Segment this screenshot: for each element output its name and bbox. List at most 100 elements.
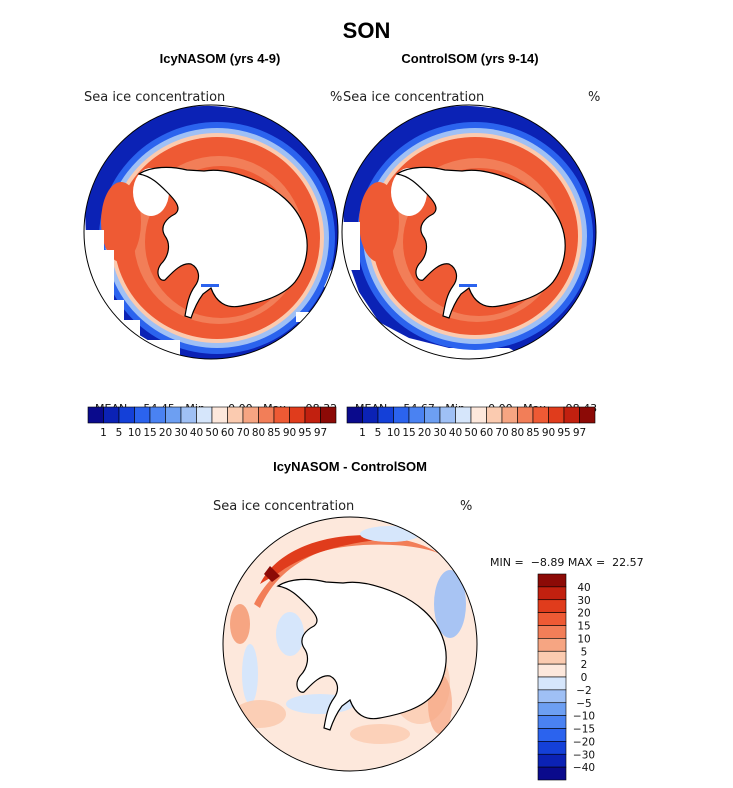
colorbar-diff-tick-label: 5 (581, 646, 588, 658)
colorbar-diff-swatch (537, 573, 567, 588)
colorbar-diff-swatch (537, 689, 567, 704)
colorbar-2-swatch (532, 406, 549, 424)
colorbar-1-swatch (304, 406, 321, 424)
colorbar-2-tick-label: 60 (480, 427, 493, 439)
colorbar-2-swatch (486, 406, 503, 424)
colorbar-diff-swatch (537, 702, 567, 716)
colorbar-1-tick-label: 97 (314, 427, 327, 439)
colorbar-1-tick-label: 80 (252, 427, 265, 439)
colorbar-diff-tick-label: 40 (577, 582, 590, 594)
colorbar-diff-swatch (537, 625, 567, 639)
panel-2-unit-label: % (588, 90, 601, 105)
colorbar-diff-tick-label: 15 (577, 621, 590, 633)
colorbar-diff-swatch (537, 676, 567, 691)
colorbar-2-tick-label: 10 (387, 427, 400, 439)
colorbar-diff-swatch (537, 728, 567, 742)
colorbar-1-swatch (134, 406, 151, 424)
colorbar-diff-swatch (537, 766, 567, 781)
colorbar-1-swatch (320, 406, 337, 424)
colorbar-1-tick-label: 85 (267, 427, 280, 439)
colorbar-2-swatch (424, 406, 441, 424)
max-label: MAX = (567, 556, 606, 569)
colorbar-1-tick-label: 70 (236, 427, 249, 439)
colorbar-2-swatch (548, 406, 565, 424)
panel-2-variable-label: Sea ice concentration (343, 90, 485, 105)
colorbar-2-tick-label: 85 (526, 427, 539, 439)
max-value: 22.57 (612, 556, 644, 569)
colorbar-diff-tick-label: 10 (577, 633, 590, 645)
colorbar-1-swatch (103, 406, 120, 424)
colorbar-2-tick-label: 97 (573, 427, 586, 439)
colorbar-2: 1 5 10 15 20 30 40 50 60 70 80 85 90 95 97 (346, 406, 596, 439)
colorbar-diff-swatch (537, 753, 567, 768)
colorbar-1-tick-label: 1 (100, 427, 107, 439)
colorbar-diff-swatch (537, 612, 567, 626)
map-panel-1 (83, 104, 339, 360)
colorbar-diff-tick-label: 2 (581, 659, 588, 671)
colorbar-diff-swatch (537, 741, 567, 755)
colorbar-2-swatch (517, 406, 534, 424)
colorbar-1-swatch (149, 406, 166, 424)
figure-title: SON (342, 18, 391, 43)
colorbar-diff-swatch (537, 650, 567, 665)
colorbar-1-tick-label: 95 (298, 427, 311, 439)
map-panel-3 (222, 516, 478, 772)
panel-1-variable-label: Sea ice concentration (84, 90, 226, 105)
colorbar-2-tick-label: 20 (418, 427, 431, 439)
colorbar-1-swatch (211, 406, 228, 424)
min-value: −8.89 (530, 556, 565, 569)
colorbar-2-swatch (563, 406, 580, 424)
colorbar-1-tick-label: 90 (283, 427, 296, 439)
colorbar-1-swatch (180, 406, 197, 424)
colorbar-1-tick-label: 30 (174, 427, 187, 439)
colorbar-1-swatch (227, 406, 244, 424)
colorbar-2-tick-label: 40 (449, 427, 462, 439)
panel-3-stats: MIN = −8.89 MAX = 22.57 (483, 543, 644, 569)
panel-3-variable-label: Sea ice concentration (213, 499, 355, 514)
colorbar-1-tick-label: 40 (190, 427, 203, 439)
colorbar-2-swatch (439, 406, 456, 424)
colorbar-1-tick-label: 50 (205, 427, 218, 439)
colorbar-1-swatch (273, 406, 290, 424)
colorbar-diff-swatch (537, 663, 567, 678)
colorbar-1-tick-label: 60 (221, 427, 234, 439)
colorbar-2-swatch (455, 406, 472, 424)
colorbar-diff-tick-label: −15 (573, 724, 595, 736)
colorbar-1-swatch (196, 406, 213, 424)
min-label: MIN = (490, 556, 524, 569)
colorbar-diff-tick-label: −30 (573, 749, 595, 761)
colorbar-2-tick-label: 70 (495, 427, 508, 439)
colorbar-diff-tick-label: −10 (573, 711, 595, 723)
colorbar-diff-tick-label: −5 (576, 698, 591, 710)
colorbar-1-swatch (165, 406, 182, 424)
colorbar-diff-tick-label: 20 (577, 608, 590, 620)
panel-1-title: IcyNASOM (yrs 4-9) (159, 51, 281, 66)
colorbar-1-tick-label: 20 (159, 427, 172, 439)
colorbar-diff-swatch (537, 586, 567, 601)
colorbar-1: 1 5 10 15 20 30 40 50 60 70 80 85 90 95 97 (87, 406, 337, 439)
colorbar-diff-swatch (537, 638, 567, 652)
colorbar-1-swatch (289, 406, 306, 424)
colorbar-2-swatch (362, 406, 379, 424)
colorbar-2-tick-label: 30 (433, 427, 446, 439)
colorbar-2-swatch (501, 406, 518, 424)
colorbar-diff-swatch (537, 715, 567, 729)
colorbar-diff-tick-label: −40 (573, 762, 595, 774)
colorbar-1-swatch (118, 406, 135, 424)
colorbar-2-tick-label: 1 (359, 427, 366, 439)
colorbar-2-swatch (346, 406, 363, 424)
colorbar-2-tick-label: 95 (557, 427, 570, 439)
colorbar-diff-tick-label: −20 (573, 736, 595, 748)
colorbar-1-tick-label: 5 (116, 427, 123, 439)
colorbar-1-swatch (242, 406, 259, 424)
colorbar-diff-tick-label: 30 (577, 595, 590, 607)
colorbar-1-tick-label: 10 (128, 427, 141, 439)
colorbar-2-tick-label: 90 (542, 427, 555, 439)
colorbar-2-tick-label: 80 (511, 427, 524, 439)
colorbar-2-swatch (377, 406, 394, 424)
colorbar-1-tick-label: 15 (143, 427, 156, 439)
panel-3-unit-label: % (460, 499, 473, 514)
colorbar-2-swatch (579, 406, 596, 424)
